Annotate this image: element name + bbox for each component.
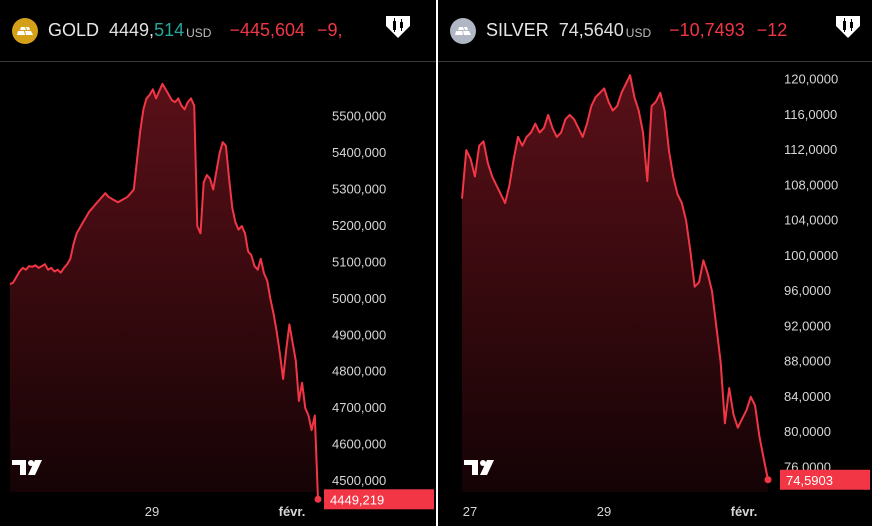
x-tick-label: 27 xyxy=(463,504,477,519)
y-tick-label: 116,0000 xyxy=(784,107,837,122)
y-tick-label: 104,0000 xyxy=(784,213,838,228)
gold-coin-icon xyxy=(12,17,38,44)
silver-header: SILVER 74,5640 USD −10,7493 −12 xyxy=(438,0,872,62)
gold-change-percent: −9, xyxy=(317,20,343,40)
last-point xyxy=(314,495,322,503)
silver-price: 74,5640 xyxy=(558,20,624,40)
last-value-label: 4449,219 xyxy=(330,492,384,507)
gold-price: 4449,514 xyxy=(109,20,185,40)
y-tick-label: 4800,000 xyxy=(332,364,386,379)
series-line xyxy=(461,74,769,480)
y-tick-label: 4600,000 xyxy=(332,437,386,452)
y-tick-label: 5100,000 xyxy=(332,254,386,269)
y-tick-label: 5400,000 xyxy=(332,145,386,160)
series-line xyxy=(9,82,319,500)
last-point xyxy=(764,476,772,484)
x-tick-label: févr. xyxy=(731,504,758,519)
gold-panel: GOLD 4449,514 USD −445,604 −9, 4500,000 4… xyxy=(0,0,436,526)
x-tick-label: 29 xyxy=(597,504,611,519)
y-tick-label: 88,0000 xyxy=(784,354,831,369)
silver-panel: SILVER 74,5640 USD −10,7493 −12 76,0000 8… xyxy=(438,0,872,526)
y-tick-label: 108,0000 xyxy=(784,177,838,192)
gold-change: −445,604 xyxy=(229,20,306,40)
silver-symbol: SILVER xyxy=(486,20,549,40)
y-tick-label: 100,0000 xyxy=(784,248,838,263)
last-value-label: 74,5903 xyxy=(786,473,833,488)
y-tick-label: 5300,000 xyxy=(332,182,386,197)
silver-change: −10,7493 xyxy=(669,20,745,40)
y-tick-label: 4500,000 xyxy=(332,473,386,488)
y-tick-label: 4900,000 xyxy=(332,327,386,342)
y-tick-label: 5200,000 xyxy=(332,218,386,233)
silver-change-percent: −12 xyxy=(756,20,788,40)
gold-currency: USD xyxy=(186,25,212,40)
y-tick-label: 4700,000 xyxy=(332,400,386,415)
y-tick-label: 5000,000 xyxy=(332,291,386,306)
x-tick-label: févr. xyxy=(279,504,306,519)
y-tick-label: 92,0000 xyxy=(784,318,831,333)
y-tick-label: 80,0000 xyxy=(784,424,831,439)
silver-candle-badge-icon[interactable] xyxy=(802,12,864,42)
series-area xyxy=(462,75,768,492)
gold-chart[interactable]: 4500,000 4600,000 4700,000 4800,000 4900,000… xyxy=(0,62,436,526)
gold-candle-badge-icon[interactable] xyxy=(352,12,414,42)
y-tick-label: 120,0000 xyxy=(784,72,838,87)
silver-coin-icon xyxy=(450,17,476,44)
tradingview-logo-icon xyxy=(464,460,494,475)
y-tick-label: 112,0000 xyxy=(784,142,837,157)
x-tick-label: 29 xyxy=(145,504,159,519)
gold-header: GOLD 4449,514 USD −445,604 −9, xyxy=(0,0,436,62)
y-tick-label: 96,0000 xyxy=(784,283,831,298)
silver-chart[interactable]: 76,000080,000084,000088,000092,000096,00… xyxy=(438,62,872,526)
last-value-badge xyxy=(780,469,870,490)
y-tick-label: 84,0000 xyxy=(784,389,831,404)
y-tick-label: 5500,000 xyxy=(332,109,386,124)
last-value-badge xyxy=(324,489,434,510)
tradingview-logo-icon xyxy=(12,460,42,475)
series-area xyxy=(10,83,318,500)
silver-currency: USD xyxy=(625,25,652,40)
gold-symbol: GOLD xyxy=(48,20,100,40)
